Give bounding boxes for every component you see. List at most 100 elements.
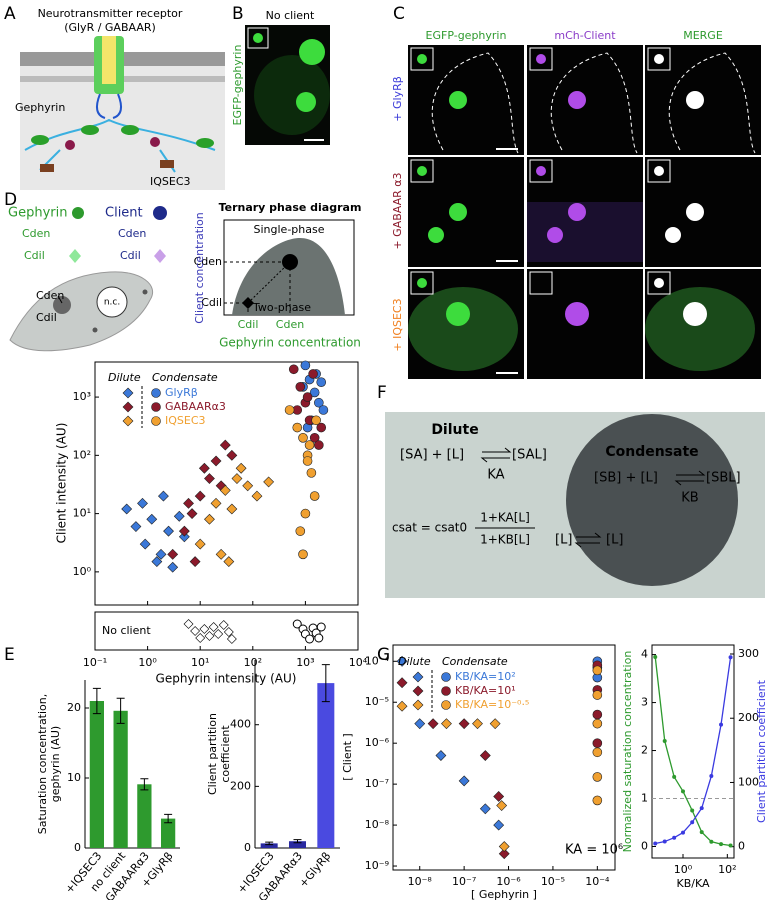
cell-outline [431,52,519,154]
condensate-point [284,405,295,415]
inset-blob [417,166,427,176]
panel-label: C [393,4,405,24]
dilute-point [226,634,237,644]
two-phase-region [232,238,345,315]
blob [686,203,704,221]
legend-marker [151,416,161,426]
legend-marker [441,700,451,710]
label: Cden [22,227,50,240]
dilute-point [414,718,426,730]
dilute-point [215,548,227,560]
dilute-point [498,841,510,852]
dilute-point [219,484,231,496]
dilute-point [151,556,163,568]
label: [SBL] [706,471,741,486]
y-tick-label: 10¹ [73,507,91,520]
label: 1+KA[L] [480,511,530,525]
icon [69,249,81,263]
axis-label: KB/KA [676,877,709,890]
label: csat = csat0 [392,521,467,535]
dilute-point [139,538,151,550]
legend-marker [412,685,424,697]
error-bar [265,841,274,846]
bar [317,683,335,848]
label: Gephyrin [8,206,67,221]
dilute-point [146,513,158,525]
condensate-point [314,440,324,450]
annotation: KA = 10⁶ [565,843,623,858]
blob [446,302,470,326]
label: Condensate [605,444,698,460]
x-tick-label: 10⁰ [674,863,693,876]
condensate-point [305,634,315,644]
condensate-point [592,690,603,700]
dilute-point [458,718,470,730]
dilute-point [195,633,206,643]
condensate-point [592,718,603,729]
dilute-point [155,548,167,560]
label: Client [105,206,143,221]
label: No client [266,9,315,22]
dilute-point [186,508,198,520]
dilute-point [235,462,247,474]
panel-label: G [377,645,390,665]
y-tick-label: 300 [738,647,759,660]
dilute-point [479,750,491,761]
dilute-point [226,449,238,461]
legend-label: IQSEC3 [165,414,206,427]
column-header: MERGE [683,29,723,42]
legend-marker [122,401,134,413]
cytoplasm [408,287,518,371]
label: Cden [276,318,304,331]
dilute-point [263,476,275,488]
axis-label: [ Gephyrin ] [471,888,537,900]
column-header: EGFP-gephyrin [426,29,507,42]
legend-marker [412,671,424,683]
condensate-point [311,415,321,426]
x-tick-label: 10¹ [191,656,209,669]
x-tick-label: 10⁻⁴ [585,875,610,888]
error-bar [293,839,302,844]
point [680,789,685,794]
error-bar [140,778,149,791]
blob [547,227,563,243]
dilute-point [204,631,215,641]
label: Neurotransmitter receptor [38,7,183,20]
error-bar [164,813,173,824]
condensate-point [288,364,299,375]
column-header: mCh-Client [554,29,616,42]
condensate-point [292,619,302,629]
legend-marker [122,387,134,399]
point [653,654,658,659]
micrograph [245,25,330,145]
title: Ternary phase diagram [219,201,362,214]
inset [410,159,434,183]
inset [647,271,671,295]
dilute-point [204,513,215,525]
label: Cdil [24,249,45,262]
y-tick-label: 10³ [73,390,91,403]
condensate-point [304,440,315,450]
dilute-point [498,848,510,860]
point [719,842,724,847]
strip-label: No client [102,624,151,637]
label: KA [487,468,504,483]
condensate-point [298,549,308,560]
legend-marker [412,699,424,711]
dilute-point [130,521,142,532]
axis-label: Client partition coefficient [755,679,768,823]
point [672,835,677,840]
bar [113,710,128,848]
panel-label: E [4,645,15,665]
label: IQSEC3 [150,175,191,188]
panel-label: A [4,4,16,24]
dilute-point [137,497,148,509]
bar [289,841,306,848]
condensate-point [309,433,320,443]
dilute-point [189,556,201,568]
panel-label: D [4,190,17,210]
dilute-point [496,800,508,811]
axis-label: [ Client ] [341,733,354,780]
inset [647,47,671,71]
label: Single-phase [254,223,325,236]
